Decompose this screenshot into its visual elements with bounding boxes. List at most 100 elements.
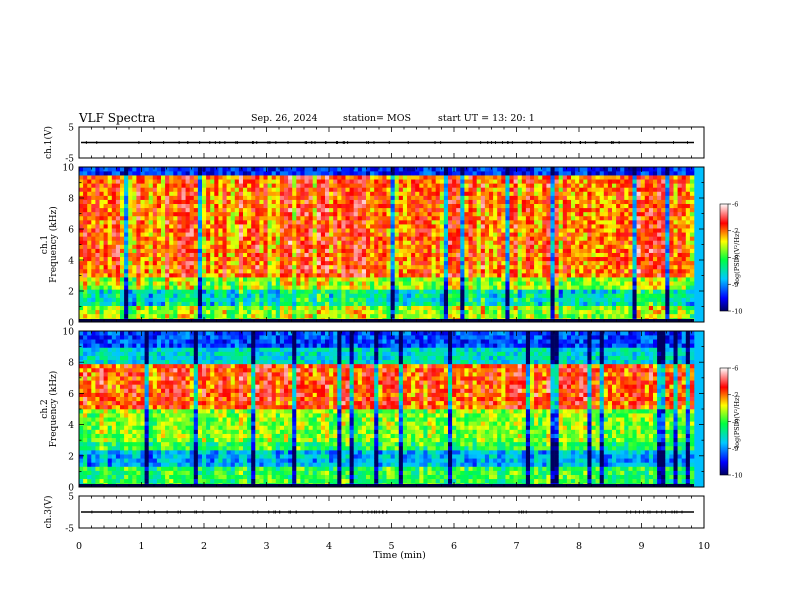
spectrogram-ch1-cell (497, 285, 502, 290)
spectrogram-ch1-cell (394, 215, 400, 221)
spectrogram-ch1-cell (275, 183, 281, 188)
spectrogram-ch1-cell (398, 215, 404, 221)
spectrogram-ch1-cell (341, 228, 346, 233)
spectrogram-ch1-cell (292, 281, 297, 286)
spectrogram-ch1-cell (489, 273, 494, 278)
spectrogram-ch1-cell (136, 301, 141, 306)
spectrogram-ch1-cell (271, 191, 277, 196)
spectrogram-ch1-cell (579, 224, 584, 229)
spectrogram-ch1-cell (423, 285, 428, 290)
spectrogram-ch1-cell (423, 240, 428, 245)
spectrogram-ch1-cell (538, 240, 543, 245)
spectrogram-ch1-cell (144, 199, 149, 205)
spectrogram-ch1-cell (390, 187, 395, 192)
spectrogram-ch1-cell (361, 187, 367, 192)
spectrogram-ch1-cell (136, 297, 141, 302)
spectrogram-ch1-cell (140, 220, 145, 225)
spectrogram-ch1-cell (427, 309, 432, 315)
spectrogram-ch1-cell (288, 301, 293, 306)
spectrogram-ch1-cell (210, 167, 215, 172)
spectrogram-ch1-cell (382, 199, 387, 205)
spectrogram-ch1-cell (255, 268, 260, 274)
spectrogram-ch1-cell (521, 211, 527, 217)
spectrogram-ch1-cell (95, 187, 100, 192)
spectrogram-ch1-cell (312, 171, 318, 176)
spectrogram-ch1-cell (382, 240, 387, 245)
spectrogram-ch1-cell (341, 264, 346, 270)
spectrogram-ch1-cell (386, 171, 391, 176)
spectrogram-ch1-cell (214, 195, 219, 200)
spectrogram-ch1-cell (202, 220, 207, 225)
spectrogram-ch1-cell (103, 171, 108, 176)
spectrogram-ch1-cell (95, 175, 100, 180)
spectrogram-ch1-cell (546, 260, 551, 266)
spectrogram-ch1-cell (132, 264, 137, 270)
spectrogram-ch1-cell (99, 293, 104, 298)
spectrogram-ch1-cell (210, 273, 215, 278)
spectrogram-ch1-cell (468, 281, 473, 286)
spectrogram-ch1-cell (197, 211, 203, 217)
spectrogram-ch1-cell (271, 167, 277, 172)
spectrogram-ch1-cell (407, 313, 412, 319)
spectrogram-ch1-cell (202, 224, 207, 229)
spectrogram-ch1-cell (386, 236, 391, 241)
spectrogram-ch1-cell (83, 228, 88, 233)
spectrogram-ch1-cell (284, 167, 289, 172)
spectrogram-ch1-cell (234, 187, 240, 192)
spectrogram-ch1-cell (107, 220, 113, 225)
spectrogram-ch1-cell (550, 240, 555, 245)
spectrogram-ch1-cell (579, 264, 584, 270)
spectrogram-ch1-cell (361, 309, 367, 315)
spectrogram-ch1-cell (325, 260, 330, 266)
spectrogram-ch1-cell (312, 199, 318, 205)
spectrogram-ch1-cell (87, 248, 92, 253)
spectrogram-ch1-cell (448, 175, 453, 180)
spectrogram-ch1-cell (99, 179, 104, 184)
spectrogram-ch1-cell (456, 171, 461, 176)
spectrogram-ch1-cell (124, 232, 129, 237)
spectrogram-ch1-cell (456, 220, 461, 225)
spectrogram-ch1-cell (161, 203, 166, 209)
spectrogram-ch1-cell (152, 191, 158, 196)
spectrogram-ch1-cell (345, 248, 350, 253)
spectrogram-ch1-cell (95, 273, 100, 278)
spectrogram-ch1-cell (255, 309, 260, 315)
spectrogram-ch1-cell (304, 175, 309, 180)
spectrogram-ch1-cell (525, 195, 531, 200)
spectrogram-ch1-cell (189, 211, 195, 217)
spectrogram-ch1-cell (337, 220, 342, 225)
spectrogram-ch1-cell (99, 167, 104, 172)
spectrogram-ch1-cell (288, 305, 293, 311)
spectrogram-ch1-cell (83, 232, 88, 237)
spectrogram-ch1-cell (595, 268, 600, 274)
spectrogram-ch1-cell (513, 228, 518, 233)
spectrogram-ch1-cell (542, 281, 547, 286)
spectrogram-ch1-cell (79, 171, 84, 176)
spectrogram-ch1-cell (325, 211, 330, 217)
spectrogram-ch1-cell (558, 199, 564, 205)
spectrogram-ch1-cell (558, 244, 564, 249)
spectrogram-ch1-cell (435, 167, 441, 172)
spectrogram-ch1-cell (460, 179, 465, 184)
spectrogram-ch1-cell (480, 313, 486, 319)
spectrogram-ch1-cell (415, 240, 420, 245)
spectrogram-ch1-cell (189, 244, 195, 249)
spectrogram-ch1-cell (288, 199, 293, 205)
spectrogram-ch1-cell (234, 207, 240, 213)
spectrogram-ch1-cell (308, 281, 313, 286)
spectrogram-ch1-cell (144, 215, 149, 221)
spectrogram-ch1-cell (267, 264, 272, 270)
spectrogram-ch1-cell (79, 220, 84, 225)
spectrogram-ch1-cell (554, 183, 559, 188)
spectrogram-ch1-cell (398, 264, 404, 270)
spectrogram-ch1-cell (140, 203, 145, 209)
spectrogram-ch1-cell (341, 215, 346, 221)
spectrogram-ch1-cell (546, 289, 551, 294)
spectrogram-ch1-cell (448, 277, 453, 282)
spectrogram-ch1-cell (595, 273, 600, 278)
spectrogram-ch1-cell (210, 264, 215, 270)
spectrogram-ch1-cell (431, 171, 436, 176)
spectrogram-ch1-cell (587, 260, 592, 266)
spectrogram-ch1-cell (419, 248, 424, 253)
spectrogram-ch1-cell (275, 207, 281, 213)
